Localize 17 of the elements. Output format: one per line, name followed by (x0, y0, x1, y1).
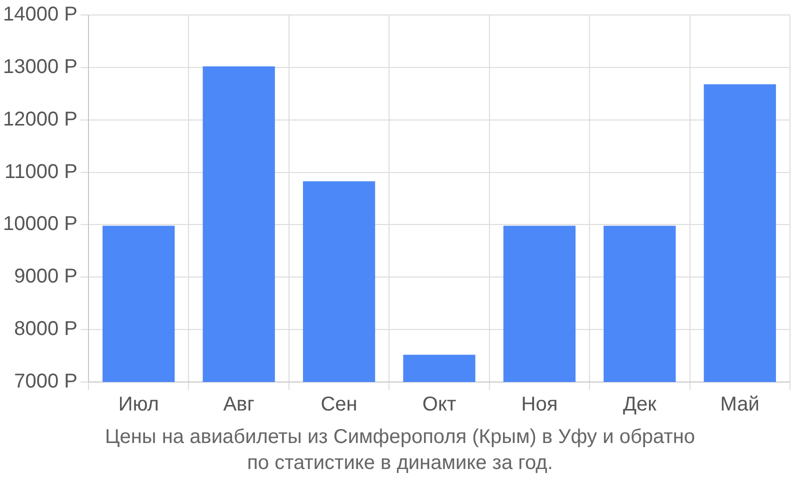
x-tick-label: Май (720, 394, 760, 416)
x-tick-label: Июл (118, 394, 159, 416)
text: по статистике в динамике за год. (246, 451, 554, 476)
y-tick-label: 7000 Р (14, 370, 78, 393)
y-tick-label: 14000 Р (2, 4, 78, 26)
y-tick-label: 11000 Р (4, 160, 78, 183)
y-tick-label: 12000 Р (2, 108, 78, 130)
y-tick-label: 10000 Р (2, 213, 78, 236)
x-tick-label: Сен (320, 394, 358, 416)
text: Цены на авиабилеты из Симферополя (Крым) в Уфу и обратно (104, 425, 696, 450)
x-tick-label: Дек (622, 394, 657, 416)
x-tick-label: Окт (422, 394, 456, 416)
x-tick-label: Ноя (521, 394, 558, 416)
y-tick-label: 9000 Р (14, 266, 78, 288)
y-tick-label: 8000 Р (14, 318, 78, 340)
y-tick-label: 13000 Р (2, 56, 78, 78)
x-tick-label: Авг (223, 394, 254, 416)
